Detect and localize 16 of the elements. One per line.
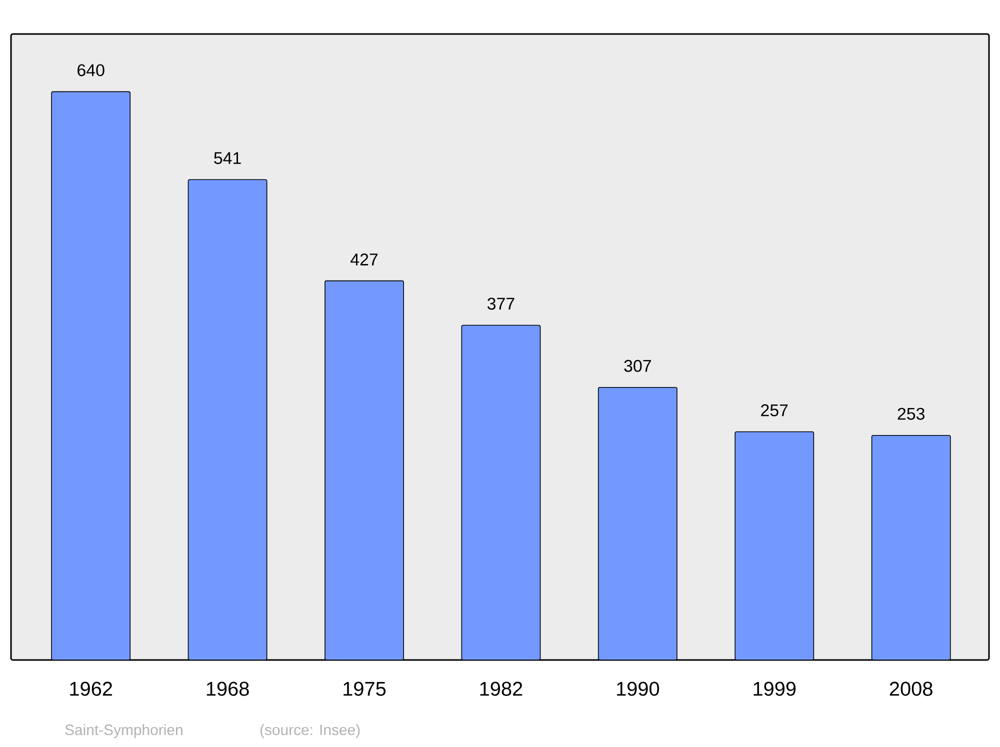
data-label: 253 xyxy=(898,408,924,420)
x-tick-label: 1975 xyxy=(344,682,386,696)
data-label: 427 xyxy=(350,253,378,266)
data-label: 377 xyxy=(487,298,514,310)
data-label: 541 xyxy=(214,152,241,164)
x-tick-label: 1999 xyxy=(754,682,796,696)
x-tick-label: 1982 xyxy=(480,682,522,696)
text: (source: Insee) xyxy=(260,724,360,738)
text: Saint-Symphorien xyxy=(65,724,182,738)
x-tick-label: 1968 xyxy=(206,682,249,696)
x-tick-label: 2008 xyxy=(890,682,932,696)
data-label: 257 xyxy=(761,404,788,416)
data-label: 640 xyxy=(78,64,104,76)
x-tick-label: 1962 xyxy=(70,682,112,696)
x-tick-label: 1990 xyxy=(617,682,660,696)
data-label: 307 xyxy=(624,360,651,372)
